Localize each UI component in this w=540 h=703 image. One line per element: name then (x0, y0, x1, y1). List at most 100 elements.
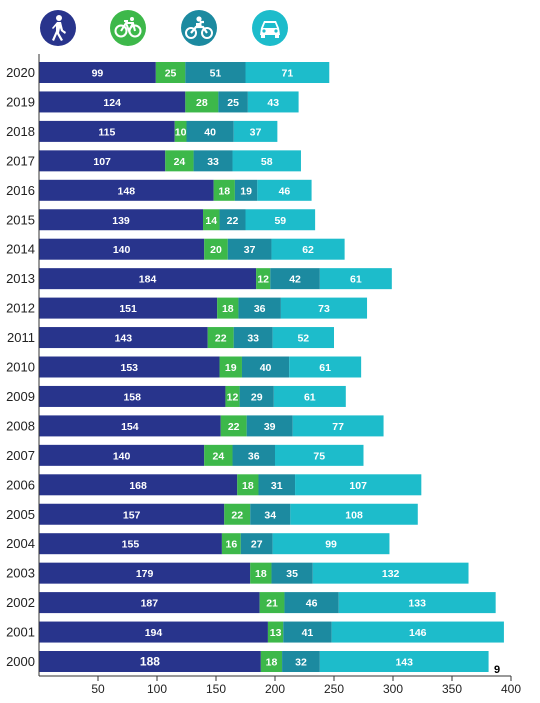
x-tick-label: 300 (383, 682, 403, 696)
bar-segment-car (247, 91, 299, 113)
data-label-motorcyclist: 39 (264, 421, 276, 433)
data-label-pedestrian: 115 (98, 126, 115, 138)
bar-segment-motorcyclist (227, 238, 272, 260)
year-label: 2006 (6, 477, 35, 492)
x-tick-label: 50 (91, 682, 105, 696)
year-label: 2014 (6, 242, 35, 257)
bar-segment-car (257, 179, 312, 201)
year-label: 2012 (6, 301, 35, 316)
data-label-pedestrian: 157 (123, 509, 141, 521)
bar-segment-motorcyclist (186, 120, 234, 142)
bar-segment-motorcyclist (246, 415, 293, 437)
data-label-motorcyclist: 35 (286, 568, 298, 580)
bar-segment-pedestrian (39, 503, 225, 525)
year-label: 2018 (6, 124, 35, 139)
bar-segment-car (319, 268, 392, 290)
bar-segment-cyclist (221, 533, 241, 555)
bar-segment-pedestrian (39, 533, 222, 555)
data-label-cyclist: 12 (227, 391, 239, 403)
bar-segment-car (273, 385, 346, 407)
bar-segment-pedestrian (39, 238, 205, 260)
data-label-car: 146 (409, 627, 427, 639)
bar-segment-car (280, 297, 368, 319)
bar-segment-cyclist (203, 209, 220, 231)
x-tick-label: 150 (206, 682, 226, 696)
data-label-motorcyclist: 36 (254, 303, 266, 315)
bar-segment-motorcyclist (233, 327, 273, 349)
bar-segment-car (271, 238, 345, 260)
bar-segment-motorcyclist (284, 592, 339, 614)
bar-segment-cyclist (185, 91, 219, 113)
data-label-motorcyclist: 51 (210, 68, 222, 80)
data-label-cyclist: 24 (174, 156, 186, 168)
bar-segment-car (290, 503, 418, 525)
year-label: 2005 (6, 507, 35, 522)
bar-segment-pedestrian (39, 415, 221, 437)
data-label-motorcyclist: 29 (251, 391, 263, 403)
data-label-cyclist: 18 (255, 568, 267, 580)
page-number: 9 (494, 664, 501, 676)
data-label-pedestrian: 140 (113, 450, 131, 462)
bar-segment-cyclist (204, 444, 233, 466)
bar-segment-pedestrian (39, 356, 220, 378)
data-label-pedestrian: 179 (136, 568, 154, 580)
data-label-cyclist: 13 (270, 627, 282, 639)
bar-segment-pedestrian (39, 62, 156, 83)
year-label: 2009 (6, 389, 35, 404)
year-label: 2010 (6, 360, 35, 375)
bar-segment-cyclist (213, 179, 235, 201)
bar-segment-pedestrian (39, 268, 257, 290)
data-label-motorcyclist: 33 (207, 156, 219, 168)
bar-segment-pedestrian (39, 297, 218, 319)
bar-segment-motorcyclist (219, 209, 246, 231)
data-label-motorcyclist: 36 (248, 450, 260, 462)
bar-segment-motorcyclist (232, 444, 275, 466)
year-label: 2002 (6, 595, 35, 610)
data-label-car: 43 (267, 97, 279, 109)
data-label-cyclist: 25 (165, 68, 177, 80)
data-label-pedestrian: 194 (145, 627, 163, 639)
bar-segment-cyclist (256, 268, 271, 290)
data-label-car: 62 (302, 244, 314, 256)
motorcycle-icon (181, 10, 217, 46)
data-label-motorcyclist: 46 (306, 598, 318, 610)
data-label-car: 71 (282, 68, 294, 80)
bar-segment-cyclist (155, 62, 186, 83)
data-label-pedestrian: 140 (113, 244, 131, 256)
year-label: 2015 (6, 212, 35, 227)
year-label: 2001 (6, 625, 35, 640)
data-label-motorcyclist: 34 (264, 509, 276, 521)
bar-segment-pedestrian (39, 385, 226, 407)
year-label: 2017 (6, 153, 35, 168)
data-label-car: 37 (250, 126, 262, 138)
data-label-car: 143 (395, 657, 413, 669)
bar-segment-cyclist (217, 297, 239, 319)
bar-segment-cyclist (259, 592, 285, 614)
bar-segment-pedestrian (39, 562, 251, 584)
bar-segment-cyclist (174, 120, 187, 142)
bar-segment-motorcyclist (193, 150, 233, 172)
data-label-cyclist: 12 (257, 274, 269, 286)
data-label-car: 77 (332, 421, 344, 433)
year-label: 2016 (6, 183, 35, 198)
data-label-motorcyclist: 19 (240, 185, 252, 197)
x-tick-label: 100 (147, 682, 167, 696)
bar-segment-pedestrian (39, 327, 208, 349)
bar-segment-pedestrian (39, 592, 260, 614)
bar-segment-cyclist (260, 651, 283, 672)
data-label-cyclist: 18 (218, 185, 230, 197)
data-label-cyclist: 24 (213, 450, 225, 462)
bar-segment-cyclist (165, 150, 194, 172)
bar-segment-car (292, 415, 384, 437)
x-tick-label: 400 (501, 682, 521, 696)
data-label-cyclist: 22 (215, 333, 227, 345)
data-label-cyclist: 10 (175, 126, 187, 138)
data-label-pedestrian: 155 (122, 539, 140, 551)
data-label-car: 107 (349, 480, 367, 492)
year-label: 2000 (6, 654, 35, 669)
data-label-cyclist: 21 (266, 598, 278, 610)
bar-segment-cyclist (204, 238, 228, 260)
data-label-car: 108 (345, 509, 363, 521)
bar-segment-car (275, 444, 364, 466)
